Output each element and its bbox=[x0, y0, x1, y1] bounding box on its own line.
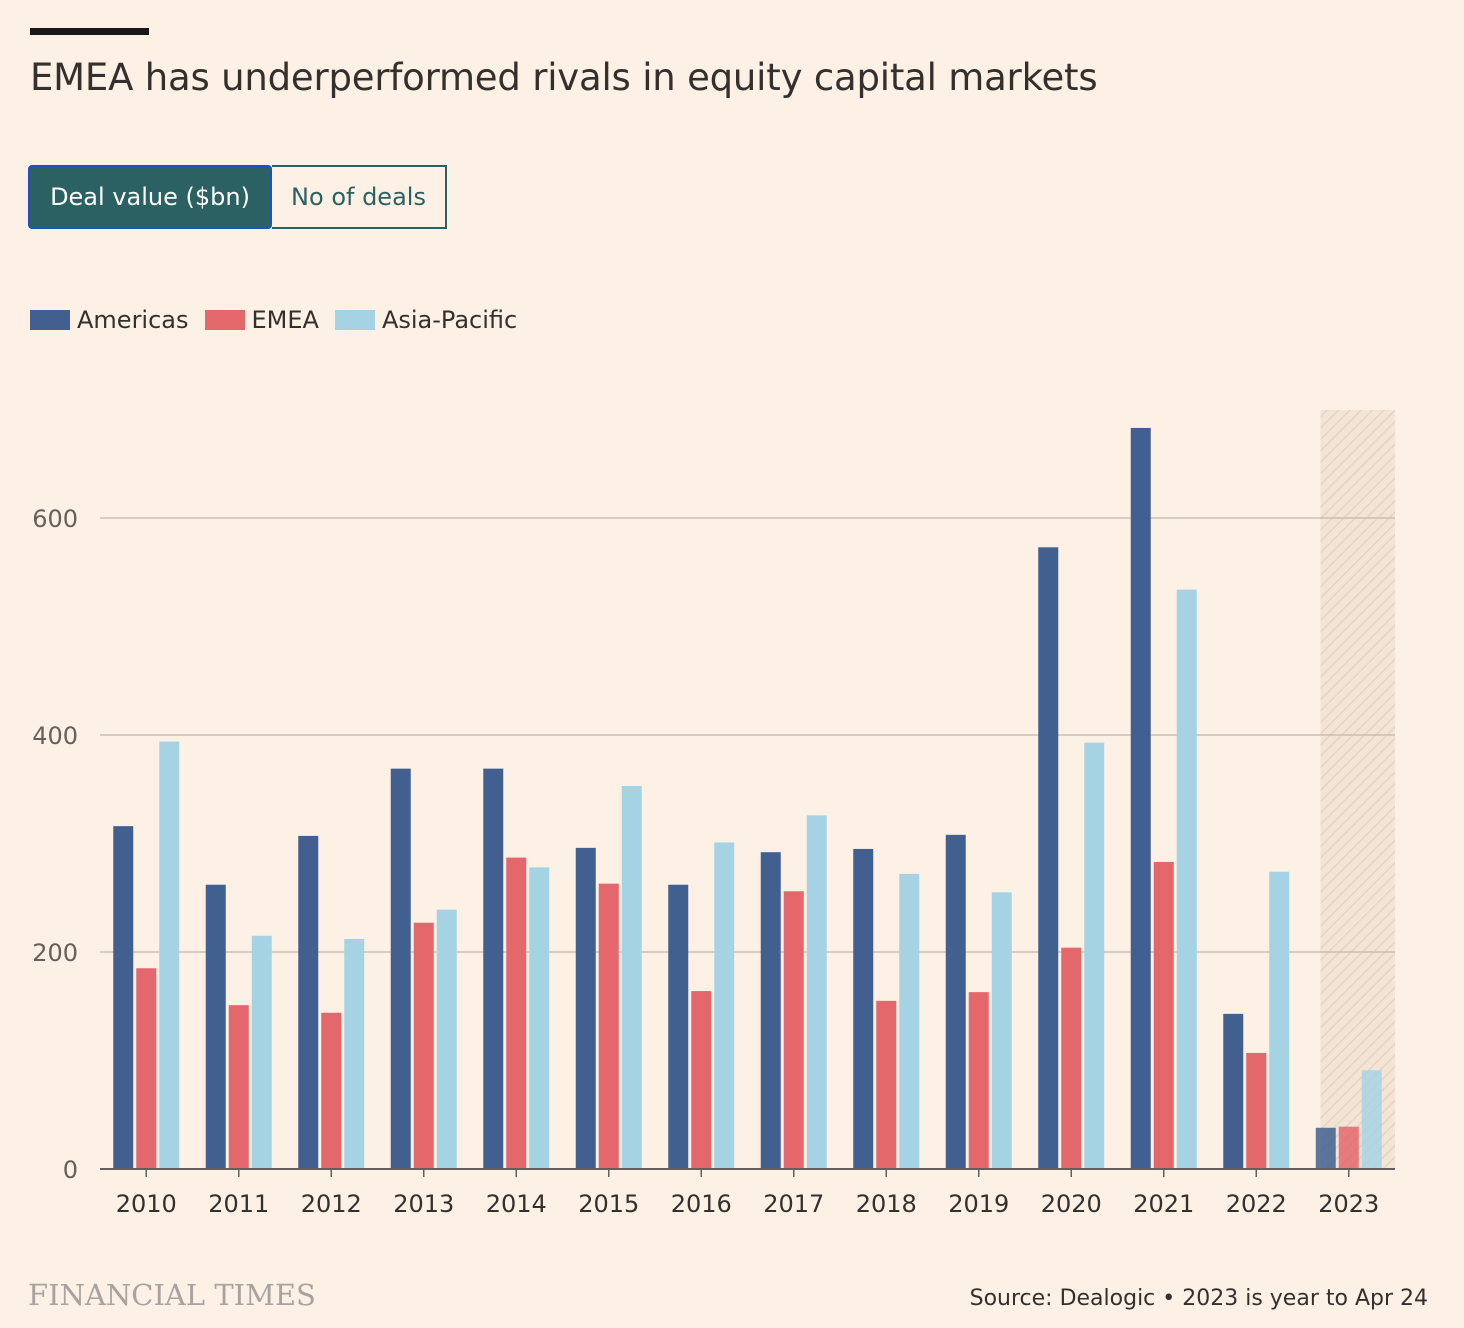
metric-toggle: Deal value ($bn) No of deals bbox=[28, 165, 447, 229]
bar-asia-pacific-2010 bbox=[159, 741, 180, 1169]
y-tick-label-0: 0 bbox=[63, 1156, 78, 1184]
bar-americas-2014 bbox=[483, 768, 504, 1169]
no-of-deals-toggle-button[interactable]: No of deals bbox=[272, 165, 447, 229]
bar-chart: 0 200 400 600 2010 2011 2012 2013 2014 2015 2016 20… bbox=[32, 410, 1395, 1218]
x-tick-label-2018: 2018 bbox=[856, 1190, 917, 1218]
source-note: Source: Dealogic • 2023 is year to Apr 2… bbox=[969, 1286, 1428, 1311]
y-tick-label-600: 600 bbox=[32, 505, 78, 533]
x-tick-label-2022: 2022 bbox=[1226, 1190, 1287, 1218]
ft-logo: FINANCIAL TIMES bbox=[28, 1278, 316, 1312]
bar-emea-2019 bbox=[968, 992, 989, 1169]
bar-americas-2016 bbox=[668, 884, 689, 1169]
bar-asia-pacific-2012 bbox=[344, 938, 365, 1169]
bar-asia-pacific-2021 bbox=[1176, 589, 1197, 1169]
x-tick-label-2021: 2021 bbox=[1133, 1190, 1194, 1218]
bar-emea-2023 bbox=[1338, 1126, 1359, 1169]
bar-asia-pacific-2011 bbox=[251, 935, 272, 1169]
bar-americas-2010 bbox=[113, 826, 134, 1169]
bar-americas-2017 bbox=[760, 852, 781, 1169]
x-tick-label-2019: 2019 bbox=[948, 1190, 1009, 1218]
legend-swatch-asia-pacific bbox=[334, 310, 375, 330]
legend-label-americas: Americas bbox=[77, 306, 189, 334]
bar-emea-2010 bbox=[136, 968, 157, 1169]
legend-swatch-emea bbox=[204, 310, 245, 330]
y-tick-label-200: 200 bbox=[32, 939, 78, 967]
bar-asia-pacific-2022 bbox=[1269, 871, 1290, 1169]
deal-value-toggle-button[interactable]: Deal value ($bn) bbox=[28, 165, 272, 229]
legend-item-emea: EMEA bbox=[204, 306, 319, 334]
bar-asia-pacific-2018 bbox=[899, 873, 920, 1169]
highlight-band-2023 bbox=[1320, 410, 1395, 1169]
x-tick-label-2011: 2011 bbox=[208, 1190, 269, 1218]
bar-americas-2011 bbox=[205, 884, 226, 1169]
bar-asia-pacific-2014 bbox=[529, 867, 550, 1169]
bar-asia-pacific-2020 bbox=[1084, 742, 1105, 1169]
bar-americas-2021 bbox=[1130, 427, 1151, 1169]
bar-americas-2022 bbox=[1223, 1013, 1244, 1169]
legend-item-asia-pacific: Asia-Pacific bbox=[334, 306, 518, 334]
chart-title: EMEA has underperformed rivals in equity… bbox=[30, 56, 1098, 99]
x-tick-label-2013: 2013 bbox=[393, 1190, 454, 1218]
bar-emea-2018 bbox=[876, 1000, 897, 1169]
x-tick-label-2014: 2014 bbox=[486, 1190, 547, 1218]
bar-emea-2020 bbox=[1061, 947, 1082, 1169]
legend-label-emea: EMEA bbox=[251, 306, 319, 334]
bar-americas-2020 bbox=[1038, 547, 1059, 1169]
bar-emea-2017 bbox=[783, 891, 804, 1169]
bar-emea-2022 bbox=[1246, 1052, 1267, 1169]
x-tick-label-2020: 2020 bbox=[1041, 1190, 1102, 1218]
bar-asia-pacific-2013 bbox=[436, 909, 457, 1169]
x-tick-label-2023: 2023 bbox=[1318, 1190, 1379, 1218]
bar-emea-2013 bbox=[413, 922, 434, 1169]
chart-legend: Americas EMEA Asia-Pacific bbox=[30, 306, 533, 334]
bar-emea-2016 bbox=[691, 991, 712, 1169]
bar-americas-2018 bbox=[853, 848, 874, 1169]
y-tick-label-400: 400 bbox=[32, 722, 78, 750]
bar-asia-pacific-2015 bbox=[621, 785, 642, 1169]
bar-americas-2023 bbox=[1315, 1127, 1336, 1169]
x-tick-label-2010: 2010 bbox=[116, 1190, 177, 1218]
bar-asia-pacific-2019 bbox=[991, 892, 1012, 1169]
bar-asia-pacific-2023 bbox=[1361, 1070, 1382, 1169]
bar-americas-2013 bbox=[390, 768, 411, 1169]
legend-swatch-americas bbox=[30, 310, 70, 330]
bar-emea-2012 bbox=[321, 1012, 342, 1169]
legend-label-asia-pacific: Asia-Pacific bbox=[381, 306, 518, 334]
x-tick-label-2012: 2012 bbox=[301, 1190, 362, 1218]
x-tick-label-2015: 2015 bbox=[578, 1190, 639, 1218]
bar-americas-2019 bbox=[945, 834, 966, 1169]
x-tick-label-2016: 2016 bbox=[671, 1190, 732, 1218]
x-tick-label-2017: 2017 bbox=[763, 1190, 824, 1218]
bar-emea-2014 bbox=[506, 857, 527, 1169]
bar-americas-2015 bbox=[575, 847, 596, 1169]
bar-emea-2011 bbox=[228, 1005, 249, 1169]
title-accent-bar bbox=[30, 28, 149, 35]
legend-item-americas: Americas bbox=[30, 306, 189, 334]
bar-asia-pacific-2016 bbox=[714, 842, 735, 1169]
bar-americas-2012 bbox=[298, 835, 319, 1169]
bar-emea-2021 bbox=[1153, 861, 1174, 1169]
bar-emea-2015 bbox=[598, 883, 619, 1169]
bar-asia-pacific-2017 bbox=[806, 815, 827, 1169]
